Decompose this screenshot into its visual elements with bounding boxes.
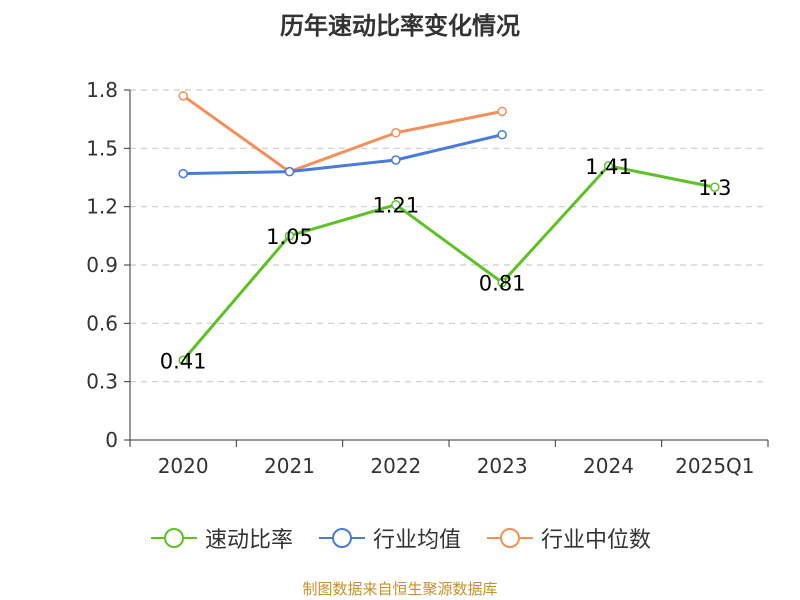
legend-label: 行业均值 (372, 528, 461, 553)
chart-title: 历年速动比率变化情况 (280, 12, 520, 40)
data-point (178, 168, 188, 179)
grid-lines (130, 89, 768, 383)
x-tick-label: 2021 (264, 454, 315, 478)
data-point (178, 355, 188, 366)
y-tick-label: 1.2 (86, 195, 118, 219)
y-tick-label: 1.8 (86, 78, 118, 102)
data-point (603, 161, 614, 171)
series-line (182, 164, 716, 362)
legend-item-industry-mean[interactable]: 行业均值 (317, 522, 461, 554)
data-point (284, 231, 295, 241)
y-tick-label: 0.9 (86, 253, 118, 277)
series-lines (178, 91, 720, 366)
y-tick-label: 0 (105, 428, 118, 452)
data-label: 1.05 (266, 225, 313, 249)
legend-label: 行业中位数 (541, 528, 652, 553)
legend-item-quick-ratio[interactable]: 速动比率 (149, 522, 293, 554)
data-point (497, 277, 507, 288)
data-point (710, 182, 720, 192)
legend-label: 速动比率 (204, 528, 293, 553)
source-note: 制图数据来自恒生聚源数据库 (302, 580, 498, 598)
data-label: 0.41 (160, 349, 207, 373)
data-point (497, 129, 507, 140)
series-line (183, 133, 503, 176)
data-point (497, 106, 507, 117)
data-label: 1.21 (372, 194, 419, 218)
x-tick-label: 2024 (583, 454, 634, 478)
legend-line-icon (487, 528, 533, 548)
y-tick-label: 0.6 (86, 311, 118, 335)
data-label: 1.41 (585, 155, 632, 179)
x-tick-label: 2025Q1 (675, 454, 754, 478)
data-point (178, 91, 188, 101)
y-tick-label: 1.5 (86, 136, 118, 160)
data-label: 0.81 (479, 272, 526, 296)
series-line (182, 94, 503, 174)
x-tick-label: 2020 (158, 454, 209, 478)
data-point (391, 199, 401, 210)
legend-item-industry-median[interactable]: 行业中位数 (485, 522, 651, 554)
x-tick-label: 2022 (370, 454, 421, 478)
axes: 0 0.3 0.6 0.9 1.2 1.5 1.8 2020 2021 2022 2023 2024 2… (86, 78, 769, 478)
data-point (391, 155, 401, 165)
x-tick-label: 2023 (477, 454, 528, 478)
data-labels: 0.41 1.05 1.21 0.81 1.41 1.3 (160, 155, 732, 373)
legend-line-icon (150, 528, 197, 548)
legend: 速动比率 行业均值 行业中位数 (0, 520, 800, 556)
y-tick-label: 0.3 (86, 370, 118, 394)
data-point (284, 166, 295, 177)
legend-line-icon (318, 528, 365, 548)
data-label: 1.3 (698, 176, 731, 200)
data-point (391, 128, 401, 138)
